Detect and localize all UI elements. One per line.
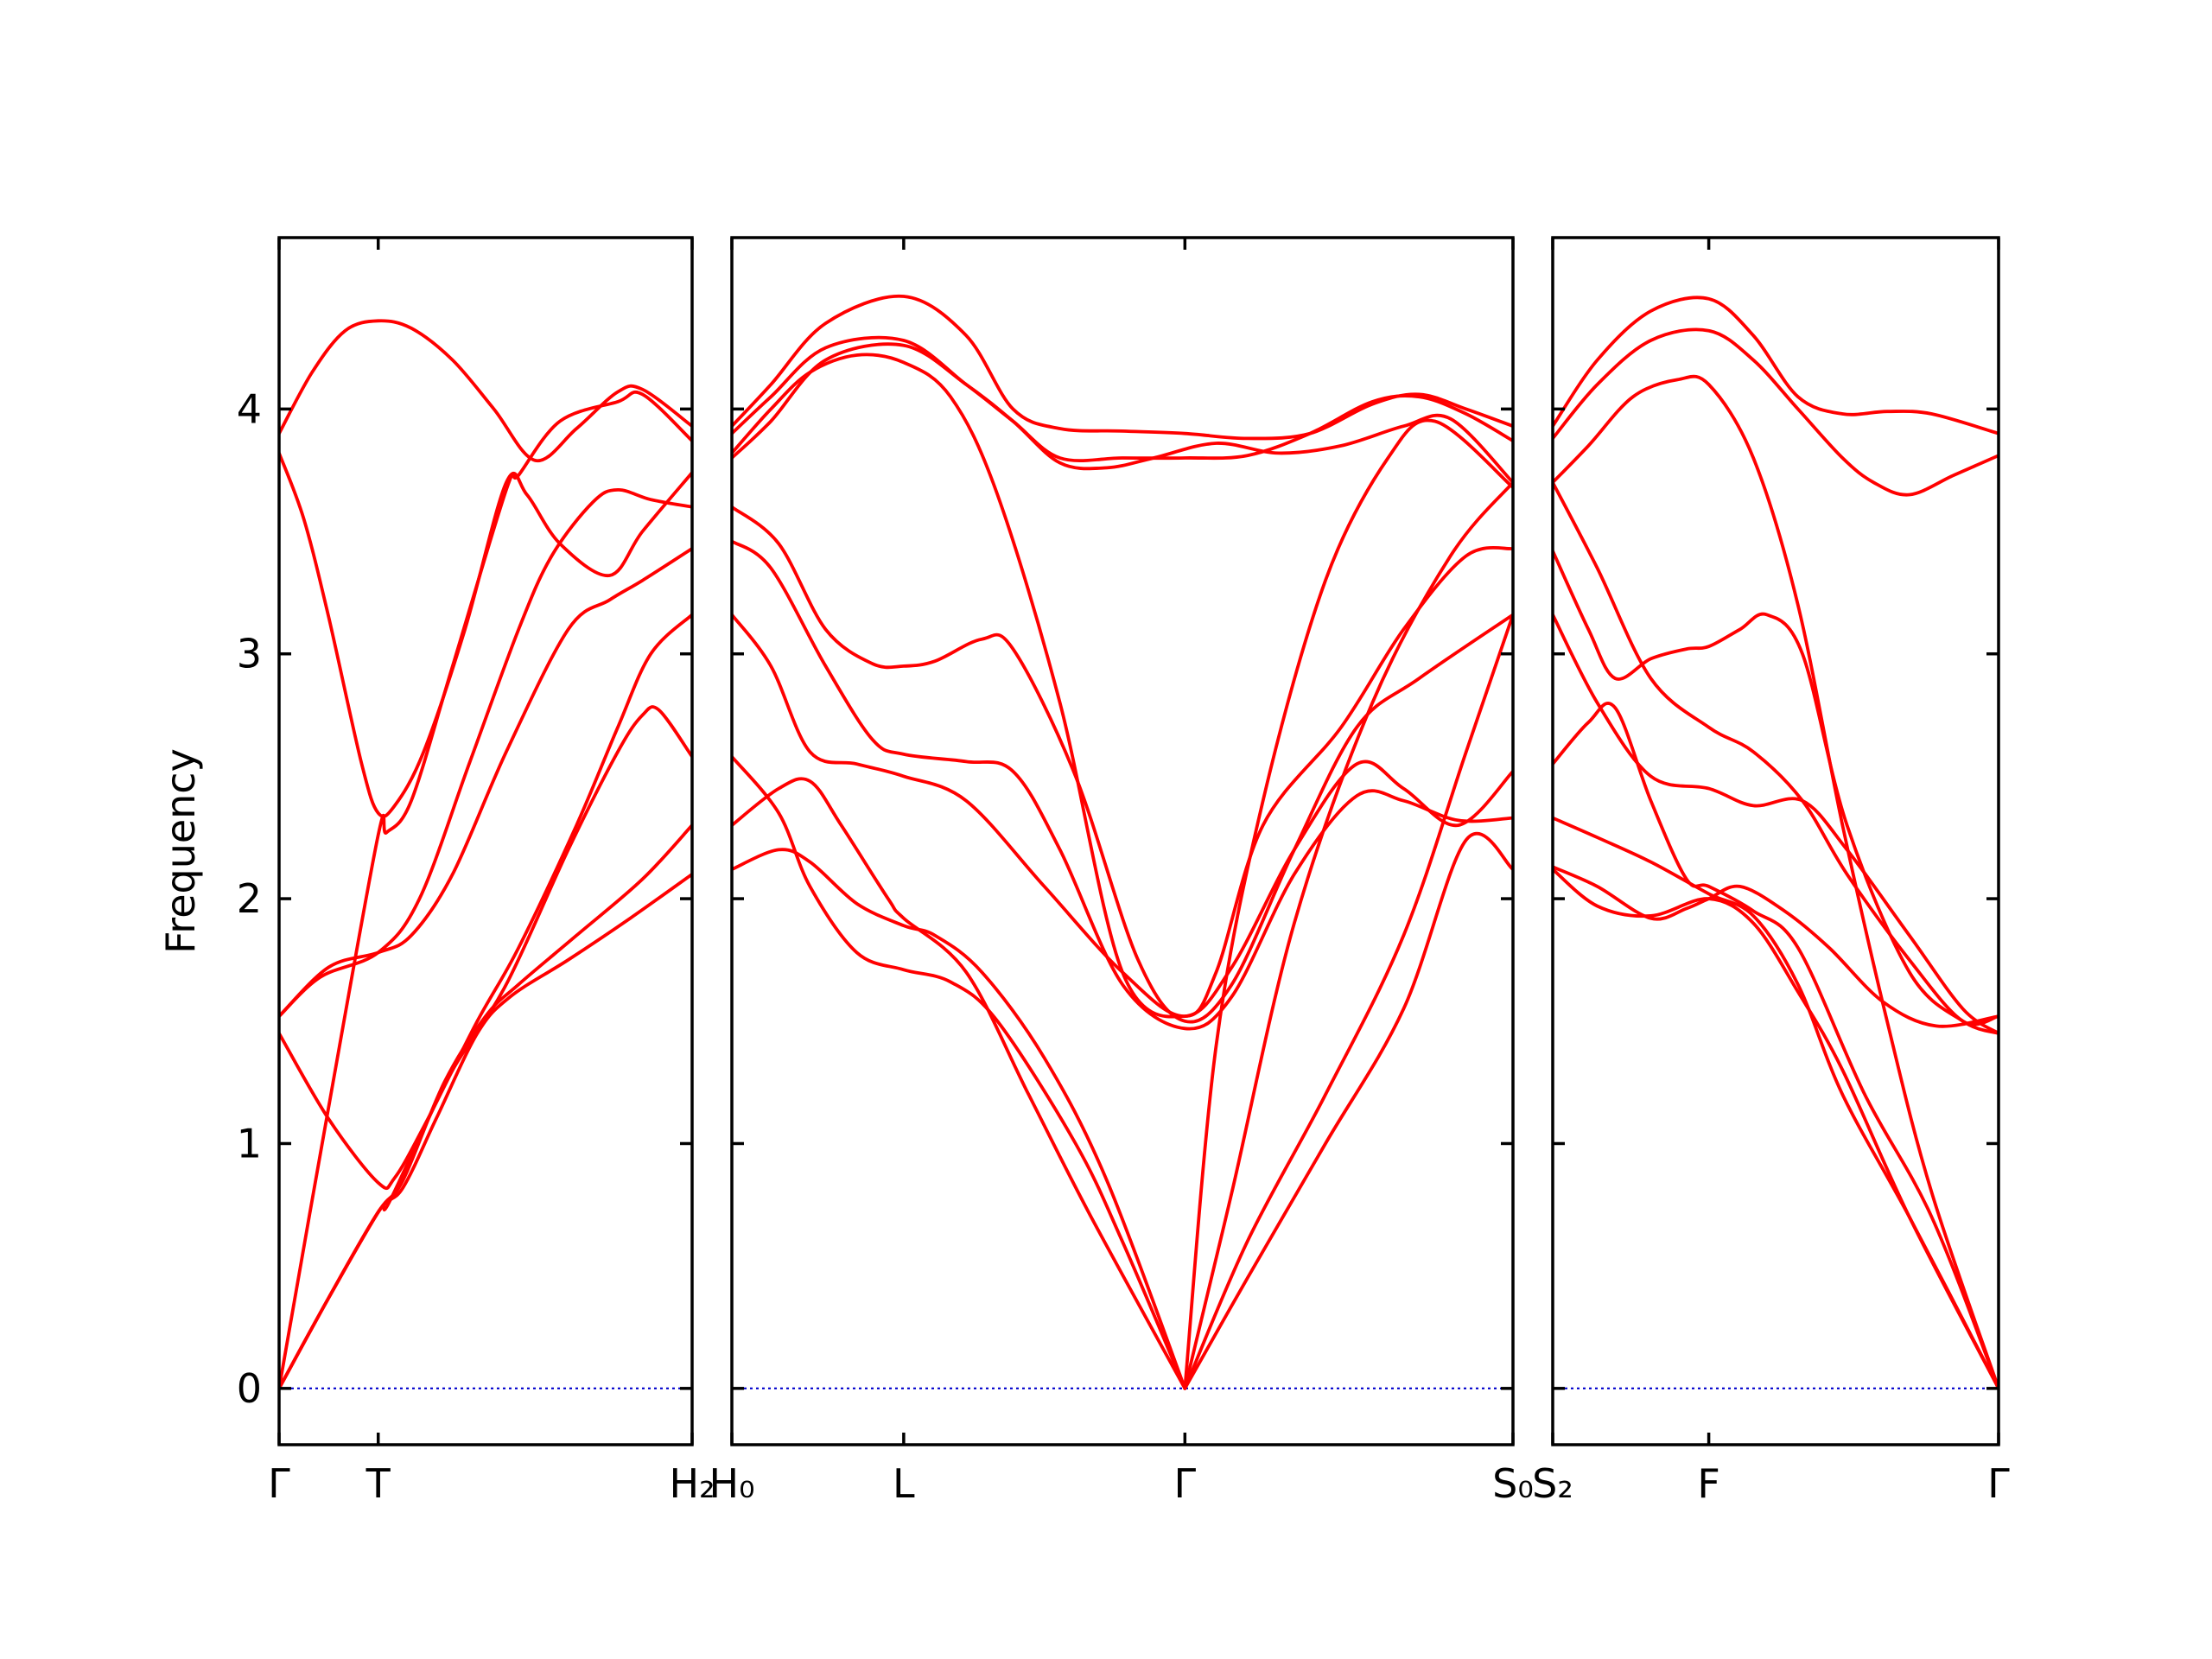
y-tick-label: 4 [237, 385, 262, 432]
x-tick-label: L [893, 1460, 915, 1507]
x-tick-label: H₀ [709, 1460, 754, 1507]
band-line-9 [1553, 327, 1999, 497]
band-line-3 [279, 613, 692, 1191]
x-tick-label: Γ [1173, 1460, 1196, 1507]
band-line-14 [1183, 418, 1513, 1390]
band-line-4 [732, 613, 1513, 1019]
band-line-2 [1553, 816, 1999, 1390]
band-line-6 [1553, 480, 1999, 1027]
band-line-3 [1553, 702, 1999, 1390]
bands-group [1553, 296, 1999, 1390]
y-tick-label: 0 [237, 1365, 262, 1412]
x-tick-label: Γ [268, 1460, 290, 1507]
band-line-6 [279, 319, 692, 462]
x-tick-label: F [1697, 1460, 1719, 1507]
band-line-1 [279, 705, 692, 1390]
x-tick-label: S₂ [1532, 1460, 1573, 1507]
band-line-7 [279, 872, 692, 1390]
x-tick-label: T [365, 1460, 391, 1507]
band-line-5 [1553, 613, 1999, 1035]
panel-3: S₂ F Γ [1532, 236, 2010, 1507]
band-line-8 [1553, 374, 1999, 1390]
band-line-9 [732, 294, 1513, 441]
panel-2: H₀ L Γ S₀ [709, 236, 1534, 1507]
panel-1: Γ T H₂ 0 1 2 3 4 [237, 236, 715, 1507]
band-line-5 [732, 539, 1513, 1031]
band-line-11 [1183, 831, 1513, 1390]
band-line-1 [732, 848, 1187, 1390]
panel-frame [277, 236, 694, 1446]
y-tick-label: 1 [237, 1120, 262, 1166]
y-axis-label: Frequency [157, 748, 204, 954]
bands-group [732, 294, 1513, 1390]
y-tick-label: 2 [237, 875, 262, 922]
band-line-3 [732, 777, 1187, 1390]
band-line-12 [1183, 613, 1513, 1390]
bands-group [279, 319, 692, 1390]
band-line-4 [279, 547, 692, 1018]
band-line-10 [1553, 296, 1999, 435]
panel-frame [730, 236, 1515, 1446]
x-tick-label: H₂ [669, 1460, 715, 1507]
band-line-7 [1553, 865, 1999, 1028]
x-tick-label: S₀ [1492, 1460, 1534, 1507]
band-line-13 [1183, 480, 1513, 1390]
band-line-9 [279, 488, 692, 1018]
panel-frame [1551, 236, 2000, 1446]
y-tick-label: 3 [237, 631, 262, 677]
band-line-4 [1553, 549, 1999, 1035]
band-line-5 [279, 451, 692, 818]
band-line-8 [279, 823, 692, 1390]
band-line-10 [732, 342, 1513, 485]
band-line-2 [732, 754, 1187, 1390]
band-line-7 [732, 353, 1513, 1019]
x-tick-label: Γ [1987, 1460, 2010, 1507]
band-line-6 [732, 505, 1513, 1024]
